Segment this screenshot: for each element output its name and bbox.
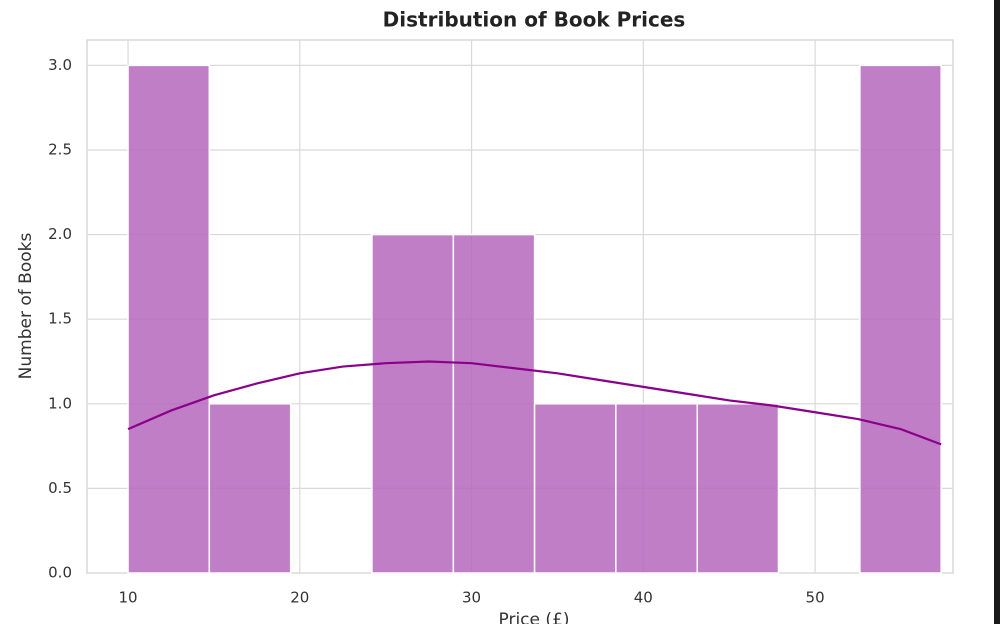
bar <box>859 64 942 574</box>
y-tick-label: 0.5 <box>48 479 72 497</box>
x-tick-label: 40 <box>634 589 653 607</box>
x-tick-label: 30 <box>462 589 481 607</box>
bar <box>452 233 536 574</box>
y-tick-label: 1.0 <box>48 394 72 412</box>
y-tick-label: 3.0 <box>48 56 72 74</box>
y-tick-label: 2.0 <box>48 225 72 243</box>
y-tick-label: 0.0 <box>48 564 72 582</box>
x-axis-label: Price (£) <box>499 610 570 624</box>
frame-edge <box>994 0 1000 624</box>
bar <box>371 233 455 574</box>
x-tick-label: 20 <box>290 589 309 607</box>
chart-title: Distribution of Book Prices <box>383 8 686 32</box>
bar <box>208 403 292 574</box>
x-tick-label: 50 <box>806 589 825 607</box>
y-tick-label: 1.5 <box>48 310 72 328</box>
bar <box>696 403 780 574</box>
bar <box>127 64 211 574</box>
kde-line <box>127 360 942 446</box>
y-tick-label: 2.5 <box>48 140 72 158</box>
x-tick-label: 10 <box>119 589 138 607</box>
y-axis-label: Number of Books <box>16 233 36 380</box>
bar <box>615 403 699 574</box>
bar <box>533 403 617 574</box>
